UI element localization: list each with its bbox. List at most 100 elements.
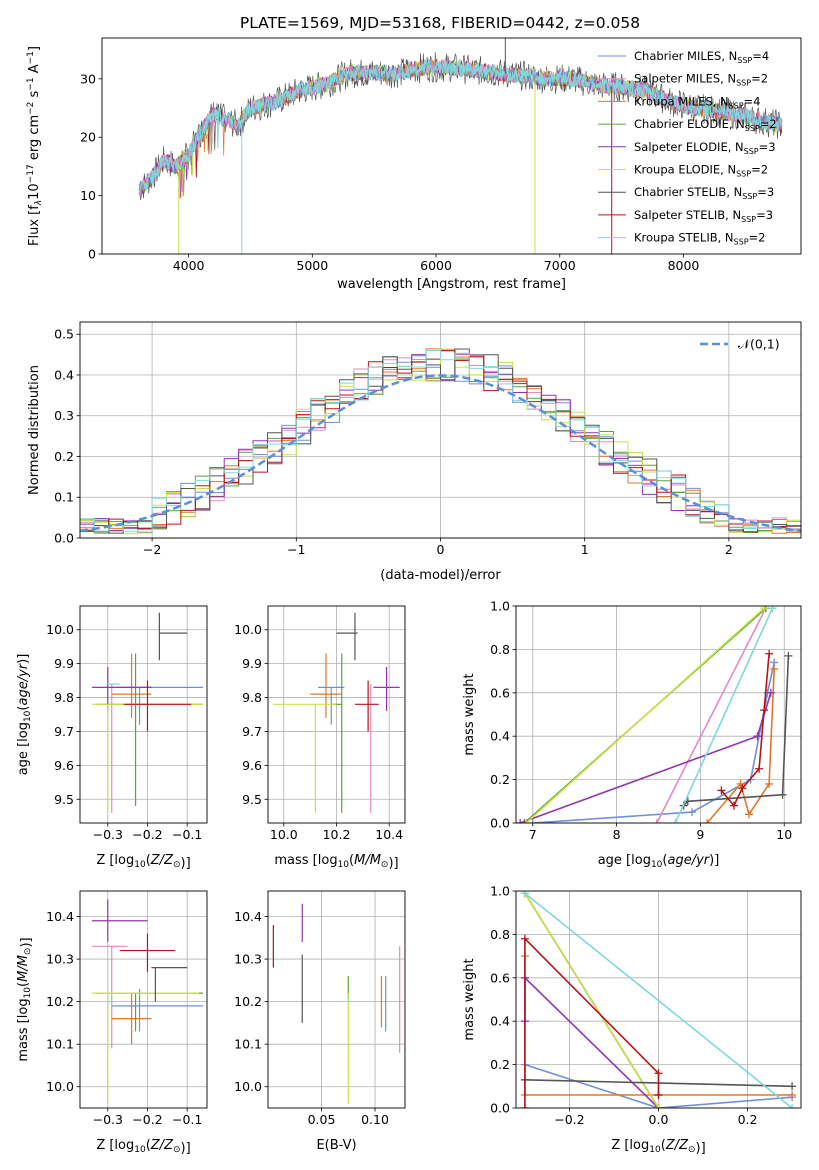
weight-line — [683, 655, 790, 807]
plot-area — [138, 38, 783, 254]
legend-label: 𝒩(0,1) — [738, 337, 780, 352]
x-tick-label: −0.3 — [93, 1112, 123, 1127]
y-tick-label: 10.0 — [234, 1079, 262, 1094]
y-axis-label: mass weight — [462, 958, 477, 1040]
weight-marker — [745, 810, 754, 819]
y-tick-label: 0.6 — [490, 685, 510, 700]
x-axis-label: Z [log10(Z/Z⊙)] — [611, 1138, 705, 1156]
panel-massweight_vs_age: 7 8 9 10 0.0 0.2 0.4 0.6 0.8 1.0 age [log10(age/yr… — [462, 599, 802, 870]
x-tick-label: 8 — [613, 827, 621, 842]
x-tick-label: 0.0 — [649, 1112, 669, 1127]
y-tick-label: 0.5 — [54, 327, 74, 342]
axes-frame — [267, 605, 406, 824]
panel-residuals: −2 −1 0 1 2 0.0 0.1 0.2 0.3 0.4 0.5 𝒩(0,1) (data-mod… — [27, 321, 802, 583]
legend-label: Kroupa STELIB, NSSP=2 — [634, 231, 765, 247]
y-tick-label: 9.8 — [242, 690, 262, 705]
weight-marker — [522, 819, 531, 823]
y-tick-label: 0.0 — [490, 1101, 510, 1116]
x-tick-label: −0.3 — [93, 827, 123, 842]
x-axis-label: Z [log10(Z/Z⊙)] — [96, 1138, 190, 1156]
grid — [268, 891, 405, 1108]
weight-marker — [736, 779, 745, 788]
y-tick-label: 10.3 — [234, 952, 262, 967]
weight-marker — [765, 649, 774, 658]
plot-area — [91, 612, 204, 813]
y-tick-label: 0.0 — [490, 816, 510, 831]
weight-line — [519, 692, 772, 823]
y-tick-label: 20 — [80, 130, 96, 145]
x-tick-label: 5000 — [296, 258, 328, 273]
figure-title: PLATE=1569, MJD=53168, FIBERID=0442, z=0… — [240, 14, 640, 32]
weight-marker — [788, 1082, 797, 1091]
x-axis-label: age [log10(age/yr)] — [598, 853, 720, 870]
axes-frame — [79, 890, 208, 1109]
x-tick-label: 1 — [581, 542, 589, 557]
weight-marker — [738, 784, 747, 793]
weight-line — [524, 1063, 793, 1108]
x-axis-label: Z [log10(Z/Z⊙)] — [96, 853, 190, 871]
normal-reference-curve — [80, 374, 801, 533]
y-tick-label: 10.2 — [46, 994, 74, 1009]
grid — [80, 891, 207, 1108]
weight-marker — [703, 819, 712, 823]
y-tick-label: 10.4 — [46, 909, 74, 924]
x-tick-label: −0.2 — [132, 1112, 162, 1127]
x-tick-label: 7000 — [544, 258, 576, 273]
weight-marker — [671, 819, 680, 823]
panel-spectrum: 4000 5000 6000 7000 8000 0 10 20 30 wavelength [A… — [26, 37, 802, 292]
weight-marker — [760, 706, 769, 715]
y-tick-label: 10.0 — [234, 622, 262, 637]
y-axis-label: age [log10(age/yr)] — [16, 654, 33, 776]
weight-marker — [760, 606, 769, 613]
x-axis-label: E(B-V) — [316, 1138, 356, 1153]
histogram-step — [80, 350, 801, 533]
x-axis-label: mass [log10(M/M⊙)] — [274, 853, 398, 871]
x-tick-label: −1 — [287, 542, 305, 557]
weight-marker — [652, 819, 661, 823]
weight-marker — [753, 732, 762, 741]
weight-line — [720, 653, 770, 808]
x-tick-label: 7 — [529, 827, 537, 842]
y-tick-label: 0.2 — [490, 1057, 510, 1072]
grid — [268, 606, 405, 823]
weight-marker — [784, 651, 793, 660]
weight-marker — [688, 808, 697, 817]
spectrum-line — [138, 58, 783, 193]
plot-area — [520, 891, 797, 1108]
weight-marker — [520, 891, 529, 898]
weight-line — [525, 607, 765, 823]
x-axis-label: (data-model)/error — [380, 568, 501, 583]
x-tick-label: 0.10 — [361, 1112, 389, 1127]
weight-marker — [788, 1104, 797, 1108]
y-tick-label: 9.7 — [242, 724, 262, 739]
weight-marker — [788, 1090, 797, 1099]
y-tick-label: 0 — [88, 247, 96, 262]
y-tick-label: 0.4 — [54, 367, 74, 382]
x-tick-label: 10.4 — [375, 827, 403, 842]
y-tick-label: 9.6 — [242, 758, 262, 773]
x-tick-label: −0.2 — [132, 827, 162, 842]
weight-marker — [516, 819, 525, 823]
y-tick-label: 10.2 — [234, 994, 262, 1009]
y-tick-label: 10.1 — [46, 1037, 74, 1052]
y-axis-label: mass weight — [462, 673, 477, 755]
y-tick-label: 9.7 — [54, 724, 74, 739]
y-tick-label: 10 — [80, 188, 96, 203]
x-tick-label: 0.2 — [738, 1112, 758, 1127]
weight-marker — [766, 688, 775, 697]
y-tick-label: 10.0 — [46, 622, 74, 637]
y-axis-label: mass [log10(M/M⊙)] — [16, 937, 34, 1061]
plot-area — [516, 606, 793, 823]
x-axis-label: wavelength [Angstrom, rest frame] — [337, 277, 566, 292]
x-tick-label: 10 — [776, 827, 792, 842]
weight-line — [524, 975, 660, 1108]
y-tick-label: 0.2 — [54, 449, 74, 464]
legend-label: Kroupa MILES, NSSP=4 — [634, 94, 760, 110]
y-tick-label: 10.1 — [234, 1037, 262, 1052]
plot-area — [80, 348, 801, 535]
y-tick-label: 0.0 — [54, 531, 74, 546]
weight-marker — [520, 819, 529, 823]
weight-line — [524, 892, 793, 1108]
weight-marker — [717, 786, 726, 795]
